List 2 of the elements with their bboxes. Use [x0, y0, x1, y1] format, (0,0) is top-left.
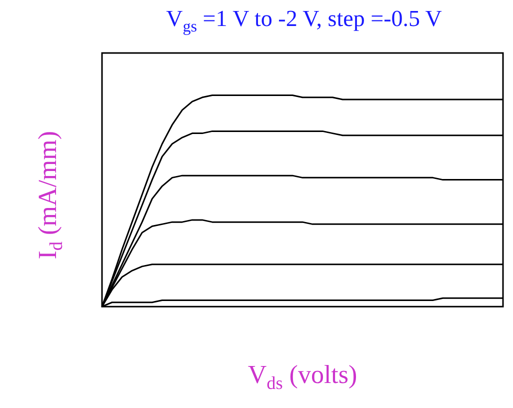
x-axis-title: V$_{ds}$ (volts)	[246, 360, 358, 394]
chart-title: V$_{gs}$ =1 V to -2 V, step =-0.5 V	[165, 6, 443, 37]
